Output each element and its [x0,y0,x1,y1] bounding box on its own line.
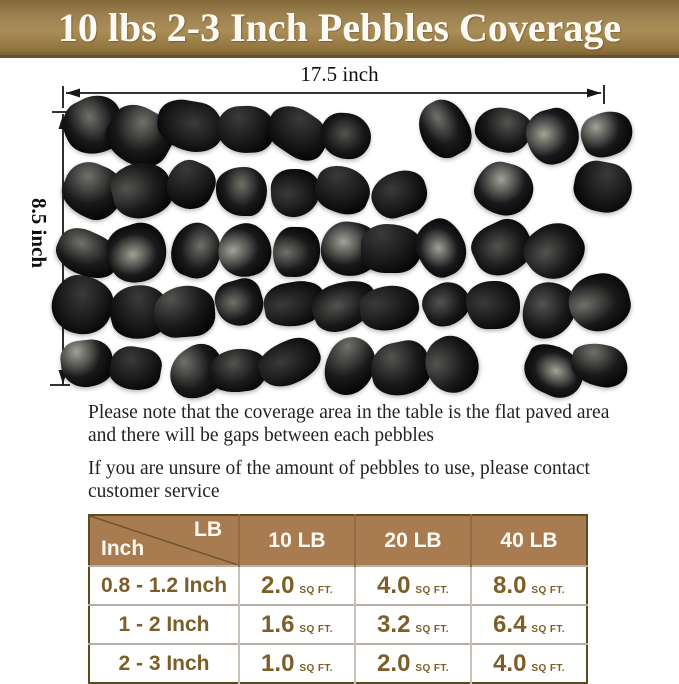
coverage-cell: 2.0 SQ FT. [238,565,355,605]
pebble [521,103,586,170]
size-cell: 1 - 2 Inch [89,604,239,644]
column-header-20lb: 20 LB [354,515,471,566]
coverage-value: 6.4 [493,610,527,638]
corner-lb-label: LB [194,518,222,541]
pebbles-photo [46,86,641,409]
pebble [215,104,275,154]
notes-section: Please note that the coverage area in th… [88,402,679,503]
column-header-40lb: 40 LB [470,515,587,566]
size-cell: 2 - 3 Inch [89,643,239,683]
coverage-cell: 2.0 SQ FT. [354,643,471,683]
coverage-value: 8.0 [493,571,527,599]
corner-header-cell: LB Inch [89,515,239,566]
coverage-unit: SQ FT. [531,623,565,635]
pebble [106,342,164,395]
coverage-cell: 4.0 SQ FT. [354,565,471,605]
coverage-value: 2.0 [377,649,411,677]
pebble [151,283,217,339]
pebble [106,157,176,225]
pebble [408,211,474,284]
coverage-cell: 1.6 SQ FT. [238,604,355,644]
height-dimension-label: 8.5 inch [27,198,51,269]
note-line: customer service [88,480,220,502]
table-row: 2 - 3 Inch 1.0 SQ FT. 2.0 SQ FT. 4.0 SQ FT. [89,643,587,683]
note-line: and there will be gaps between each pebb… [88,424,434,446]
coverage-table: LB Inch 10 LB 20 LB 40 LB 0.8 - 1.2 Inch… [88,514,588,684]
diagonal-divider-icon [90,516,238,565]
pebble [270,167,321,218]
pebble [365,164,433,224]
column-header-10lb: 10 LB [238,515,355,566]
coverage-unit: SQ FT. [531,662,565,674]
table-header-row: LB Inch 10 LB 20 LB 40 LB [89,515,587,566]
coverage-value: 2.0 [261,571,295,599]
coverage-unit: SQ FT. [299,662,333,674]
coverage-cell: 6.4 SQ FT. [470,604,587,644]
note-line: If you are unsure of the amount of pebbl… [88,458,590,479]
pebble [360,223,422,274]
note-contact-service: If you are unsure of the amount of pebbl… [88,458,679,503]
coverage-unit: SQ FT. [299,584,333,596]
coverage-value: 3.2 [377,610,411,638]
coverage-unit: SQ FT. [415,662,449,674]
coverage-unit: SQ FT. [415,584,449,596]
pebble [320,111,373,161]
note-coverage-gaps: Please note that the coverage area in th… [88,402,679,447]
coverage-cell: 8.0 SQ FT. [470,565,587,605]
pebble [415,326,489,402]
coverage-unit: SQ FT. [299,623,333,635]
pebble [215,166,267,216]
coverage-value: 4.0 [377,571,411,599]
pebble [159,153,223,217]
coverage-cell: 3.2 SQ FT. [354,604,471,644]
title-banner: 10 lbs 2-3 Inch Pebbles Coverage [0,0,679,58]
coverage-unit: SQ FT. [531,584,565,596]
pebble [307,158,377,222]
note-line: Please note that the coverage area in th… [88,402,610,423]
pebble [252,331,326,394]
coverage-diagram: 17.5 inch 8.5 inch [0,58,679,409]
coverage-value: 4.0 [493,649,527,677]
page-title: 10 lbs 2-3 Inch Pebbles Coverage [57,5,622,50]
pebble [465,280,520,330]
coverage-value: 1.6 [261,610,295,638]
pebble [210,274,269,332]
pebble [469,156,539,222]
coverage-unit: SQ FT. [415,623,449,635]
pebble [100,215,176,290]
size-cell: 0.8 - 1.2 Inch [89,565,239,605]
coverage-cell: 4.0 SQ FT. [470,643,587,683]
table-row: 0.8 - 1.2 Inch 2.0 SQ FT. 4.0 SQ FT. 8.0 SQ… [89,565,587,605]
corner-inch-label: Inch [101,537,145,560]
table-row: 1 - 2 Inch 1.6 SQ FT. 3.2 SQ FT. 6.4 SQ FT. [89,604,587,644]
pebble [211,216,278,283]
coverage-value: 1.0 [261,649,295,677]
width-dimension-label: 17.5 inch [300,62,379,86]
pebble [272,226,320,278]
coverage-cell: 1.0 SQ FT. [238,643,355,683]
